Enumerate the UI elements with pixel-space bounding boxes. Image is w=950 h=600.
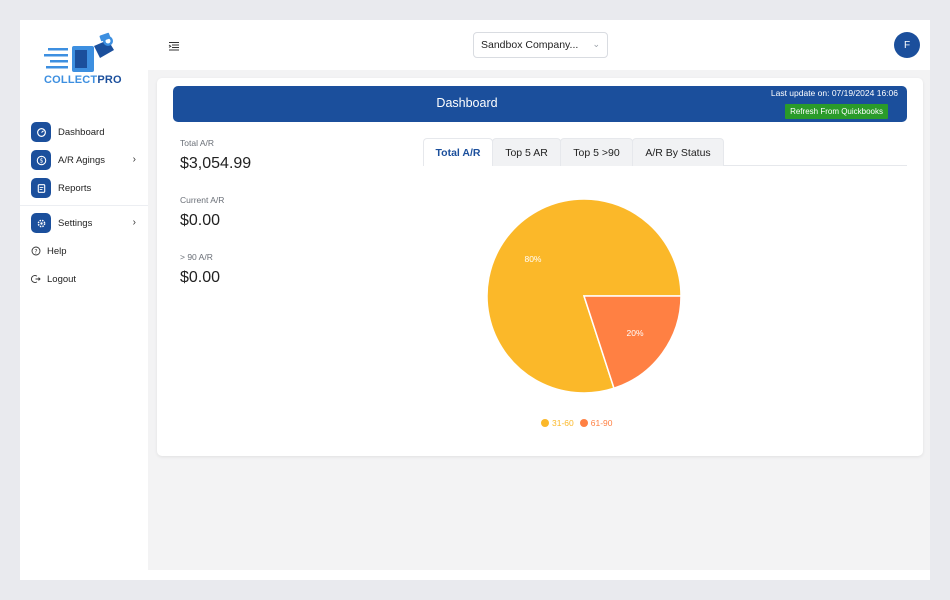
logout-icon: [31, 274, 41, 284]
sidebar-item-dashboard[interactable]: Dashboard: [20, 118, 148, 146]
tab-ar-by-status[interactable]: A/R By Status: [632, 138, 724, 166]
legend-item-31-60[interactable]: 31-60: [541, 418, 574, 428]
legend-label: 31-60: [552, 418, 574, 428]
menu-toggle-icon[interactable]: [168, 39, 180, 51]
logo-text: COLLECTPRO: [44, 74, 122, 86]
page-title: Dashboard: [436, 96, 498, 110]
sidebar-item-label: Reports: [58, 182, 92, 194]
stat-value: $0.00: [180, 212, 221, 229]
stat-total-ar: Total A/R $3,054.99: [180, 138, 380, 195]
company-select[interactable]: Sandbox Company... ⌄: [473, 32, 608, 58]
sidebar-nav: Dashboard $ A/R Agings › Reports: [20, 118, 148, 293]
sidebar-item-label: A/R Agings: [58, 154, 105, 166]
stat-label: > 90 A/R: [180, 252, 213, 262]
stat-value: $3,054.99: [180, 155, 252, 172]
user-avatar[interactable]: F: [894, 32, 920, 58]
stat-over-90-ar: > 90 A/R $0.00: [180, 252, 380, 309]
collectpro-logo[interactable]: [42, 32, 126, 88]
sidebar: COLLECTPRO Dashboard $ A/R Agings ›: [20, 20, 148, 580]
tab-top-5-ar[interactable]: Top 5 AR: [492, 138, 561, 166]
pie-slice-61-90[interactable]: [582, 295, 682, 390]
stat-label: Current A/R: [180, 195, 225, 205]
total-ar-pie-chart: 80% 20%: [486, 198, 682, 394]
tab-total-ar[interactable]: Total A/R: [423, 138, 493, 166]
chevron-right-icon: ›: [132, 217, 136, 228]
stat-value: $0.00: [180, 269, 221, 286]
tab-top-5-over-90[interactable]: Top 5 >90: [560, 138, 633, 166]
ar-stats: Total A/R $3,054.99 Current A/R $0.00 > …: [180, 138, 380, 309]
report-icon: [31, 178, 51, 198]
dashboard-icon: [31, 122, 51, 142]
sidebar-item-label: Dashboard: [58, 126, 105, 138]
legend-label: 61-90: [590, 418, 613, 428]
gear-icon: [31, 213, 51, 233]
legend-swatch: [541, 419, 549, 427]
logo-text-pro: PRO: [97, 74, 122, 86]
main-content: Dashboard Last update on: 07/19/2024 16:…: [148, 70, 930, 570]
sidebar-item-reports[interactable]: Reports: [20, 174, 148, 202]
chart-legend: 31-60 61-90: [541, 416, 613, 430]
chevron-right-icon: ›: [132, 154, 136, 165]
sidebar-item-label: Logout: [47, 273, 77, 285]
pie-data-label: 20%: [627, 328, 644, 338]
sidebar-item-label: Help: [47, 245, 67, 257]
nav-divider: [20, 205, 148, 206]
last-update-text: Last update on: 07/19/2024 16:06: [770, 88, 898, 98]
help-icon: ?: [31, 246, 41, 256]
dollar-icon: $: [31, 150, 51, 170]
logo-text-collect: COLLECT: [44, 74, 98, 86]
svg-text:?: ?: [34, 248, 37, 255]
logo-graphic: [44, 32, 114, 72]
dashboard-card: Dashboard Last update on: 07/19/2024 16:…: [157, 78, 923, 456]
stat-label: Total A/R: [180, 138, 215, 148]
svg-text:$: $: [39, 157, 43, 164]
sidebar-item-settings[interactable]: Settings ›: [20, 209, 148, 237]
topbar: Sandbox Company... ⌄ F: [148, 20, 930, 70]
sidebar-item-label: Settings: [58, 217, 93, 229]
legend-swatch: [579, 419, 588, 427]
refresh-quickbooks-button[interactable]: Refresh From Quickbooks: [785, 104, 888, 119]
sidebar-item-help[interactable]: ? Help: [20, 237, 148, 265]
chart-tabs: Total A/R Top 5 AR Top 5 >90 A/R By Stat…: [423, 138, 907, 166]
sidebar-item-logout[interactable]: Logout: [20, 265, 148, 293]
chevron-down-icon: ⌄: [592, 39, 600, 49]
stat-current-ar: Current A/R $0.00: [180, 195, 380, 252]
app-window: COLLECTPRO Dashboard $ A/R Agings ›: [20, 20, 930, 580]
sidebar-item-ar-agings[interactable]: $ A/R Agings ›: [20, 146, 148, 174]
legend-item-61-90[interactable]: 61-90: [579, 418, 613, 428]
company-select-value: Sandbox Company...: [481, 39, 579, 51]
pie-data-label: 80%: [524, 254, 541, 264]
dashboard-banner: Dashboard Last update on: 07/19/2024 16:…: [173, 86, 907, 122]
